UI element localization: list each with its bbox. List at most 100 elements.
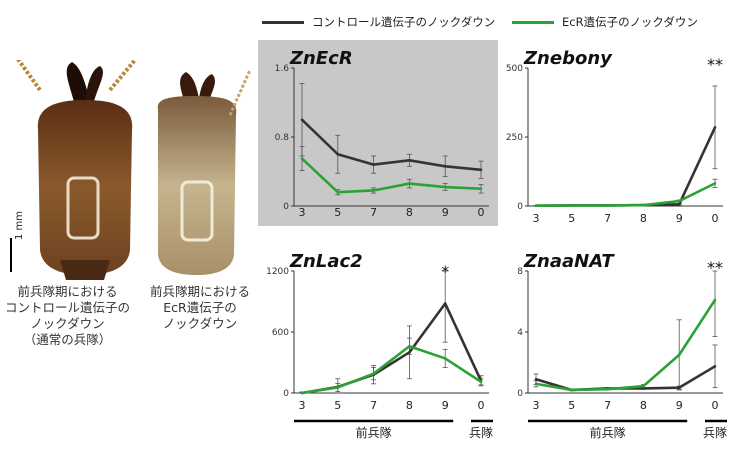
data-point-control <box>336 152 340 156</box>
data-point-ecr <box>479 380 483 384</box>
y-tick-label: 600 <box>272 328 289 338</box>
data-point-ecr <box>408 344 411 348</box>
data-point-ecr <box>372 189 375 192</box>
data-point-ecr <box>443 357 447 360</box>
y-tick-label: 500 <box>506 64 523 74</box>
series-line-ecr <box>535 299 717 392</box>
legend-swatch-control <box>262 20 304 24</box>
legend-item-control: コントロール遺伝子のノックダウン <box>262 12 495 32</box>
series-line-control <box>301 302 483 395</box>
data-point-control <box>300 118 304 122</box>
x-tick-label: 7 <box>604 212 611 225</box>
data-point-ecr <box>300 391 304 395</box>
data-point-control <box>534 377 538 381</box>
soldier-label: 兵隊 <box>469 425 493 440</box>
y-tick-label: 0.8 <box>275 133 290 143</box>
x-tick-label: 7 <box>604 399 611 412</box>
x-tick-label: 0 <box>478 206 485 219</box>
data-point-control <box>443 165 447 168</box>
series-line-control <box>535 126 717 208</box>
soldier-label: 兵隊 <box>703 425 727 440</box>
y-tick-label: 0 <box>283 202 289 212</box>
x-tick-label: 5 <box>334 206 341 219</box>
data-point-control <box>408 158 411 162</box>
legend: コントロール遺伝子のノックダウン EcR遺伝子のノックダウン <box>262 12 732 34</box>
data-point-ecr <box>606 204 609 207</box>
data-point-ecr <box>713 182 717 185</box>
data-point-ecr <box>479 187 483 191</box>
data-point-control <box>479 168 483 172</box>
x-tick-label: 0 <box>478 399 485 412</box>
data-point-ecr <box>713 298 717 302</box>
x-tick-label: 0 <box>712 212 719 225</box>
x-tick-label: 9 <box>676 399 683 412</box>
x-tick-label: 9 <box>676 212 683 225</box>
left-caption-line: 前兵隊期における <box>17 284 118 299</box>
y-tick-label: 0 <box>283 389 289 399</box>
chart-znaanat: ZnaaNAT 0 4 8 3 5 7 8 9 0 ** 前兵隊 兵隊 <box>517 251 727 440</box>
data-point-ecr <box>606 387 609 391</box>
x-tick-label: 5 <box>568 212 575 225</box>
x-tick-label: 3 <box>533 399 540 412</box>
y-tick-label: 4 <box>517 328 523 338</box>
x-tick-label: 7 <box>370 399 377 412</box>
control-knockdown-head <box>16 60 137 280</box>
x-tick-label: 8 <box>406 399 413 412</box>
y-tick-label: 8 <box>517 267 523 277</box>
significance-mark: ** <box>707 55 723 74</box>
data-point-ecr <box>336 190 340 194</box>
left-caption-line: ノックダウン <box>30 316 105 331</box>
data-point-control <box>677 386 681 389</box>
significance-mark: * <box>441 262 449 281</box>
termite-head-photos <box>10 60 252 280</box>
legend-item-ecr: EcR遺伝子のノックダウン <box>512 12 698 32</box>
x-tick-label: 8 <box>406 206 413 219</box>
left-caption-line: コントロール遺伝子の <box>4 300 130 315</box>
series-line-ecr <box>535 182 716 208</box>
significance-mark: ** <box>707 258 723 277</box>
y-tick-label: 0 <box>517 389 523 399</box>
series-line-ecr <box>301 157 482 194</box>
x-tick-label: 5 <box>334 399 341 412</box>
y-tick-label: 1.6 <box>275 64 290 74</box>
y-tick-label: 1200 <box>266 267 289 277</box>
data-point-ecr <box>408 182 411 185</box>
x-tick-label: 9 <box>442 399 449 412</box>
chart-title: ZnLac2 <box>289 251 363 272</box>
data-point-ecr <box>534 204 538 208</box>
chart-znecr: ZnEcR 0 0.8 1.6 3 5 7 8 9 0 <box>258 40 498 226</box>
x-tick-label: 5 <box>568 399 575 412</box>
legend-label-ecr: EcR遺伝子のノックダウン <box>562 15 698 29</box>
y-tick-label: 250 <box>506 133 523 143</box>
data-point-ecr <box>336 386 340 389</box>
data-point-control <box>642 387 645 390</box>
x-tick-label: 3 <box>299 399 306 412</box>
legend-swatch-ecr <box>512 20 554 24</box>
x-tick-label: 0 <box>712 399 719 412</box>
data-point-ecr <box>300 157 304 160</box>
x-tick-label: 8 <box>640 212 647 225</box>
series-line-control <box>301 118 482 172</box>
data-point-control <box>408 351 411 354</box>
data-point-control <box>713 126 717 129</box>
presoldier-label: 前兵隊 <box>590 425 626 440</box>
right-photo-caption: 前兵隊期における EcR遺伝子の ノックダウン <box>138 284 262 332</box>
left-caption-line: （通常の兵隊） <box>23 332 112 347</box>
chart-znlac2: ZnLac2 0 600 1200 3 5 7 8 9 0 * 前兵隊 兵隊 <box>266 251 493 440</box>
data-point-ecr <box>372 372 375 375</box>
left-photo-caption: 前兵隊期における コントロール遺伝子の ノックダウン （通常の兵隊） <box>0 284 135 348</box>
x-tick-label: 3 <box>533 212 540 225</box>
data-point-control <box>443 302 447 305</box>
x-tick-label: 7 <box>370 206 377 219</box>
chart-title: ZnEcR <box>289 48 353 69</box>
chart-title: Znebony <box>523 48 613 69</box>
data-point-ecr <box>642 384 645 388</box>
chart-title: ZnaaNAT <box>523 251 615 272</box>
data-point-ecr <box>443 185 447 189</box>
x-tick-label: 9 <box>442 206 449 219</box>
presoldier-label: 前兵隊 <box>356 425 392 440</box>
data-point-ecr <box>570 388 574 392</box>
data-point-ecr <box>677 353 681 357</box>
data-point-ecr <box>677 199 681 203</box>
ecr-knockdown-head <box>157 69 252 275</box>
